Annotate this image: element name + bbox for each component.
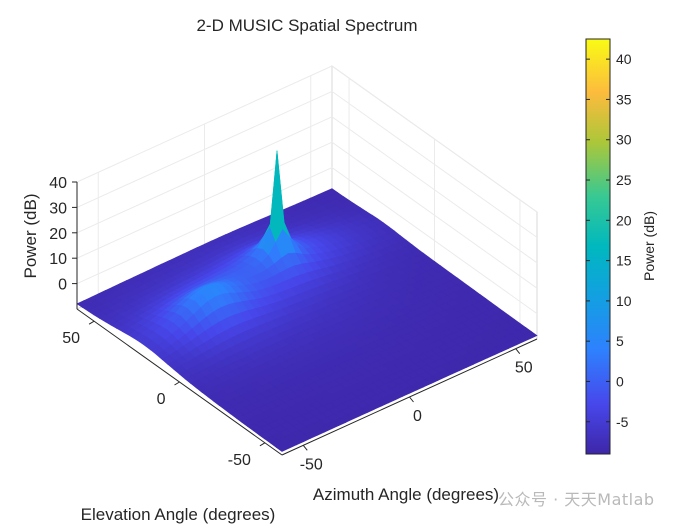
y-tick-mark	[174, 381, 180, 386]
tick-labels: -50 0 50 -50 0 50 0 10 20 30 40	[49, 175, 533, 473]
y-tick-label: -50	[228, 452, 251, 469]
grid-line	[76, 90, 538, 238]
z-tick-label: 40	[49, 175, 67, 192]
grid-lines	[76, 65, 538, 327]
colorbar-tick-label: 15	[616, 253, 632, 269]
grid-line	[76, 141, 538, 289]
grid-line	[76, 116, 538, 264]
colorbar-tick-label: 5	[616, 333, 624, 349]
colorbar-label: Power (dB)	[641, 211, 657, 281]
x-tick-mark	[515, 348, 521, 354]
x-tick-mark	[302, 445, 308, 451]
watermark-text: 公众号 · 天天Matlab	[498, 490, 655, 509]
colorbar-tick-label: 0	[616, 373, 624, 389]
colorbar-tick-label: 30	[616, 132, 632, 148]
colorbar	[585, 38, 611, 455]
y-tick-label: 50	[62, 330, 80, 347]
surface-plot	[76, 150, 538, 452]
colorbar-tick-label: 20	[616, 212, 632, 228]
y-axis-label: Elevation Angle (degrees)	[81, 505, 276, 524]
colorbar-tick-label: 25	[616, 172, 632, 188]
z-axis-label: Power (dB)	[21, 193, 40, 278]
x-tick-label: -50	[300, 456, 323, 473]
x-tick-mark	[409, 396, 414, 403]
surface-patch	[275, 443, 290, 452]
colorbar-tick-label: 35	[616, 91, 632, 107]
colorbar-tick-label: 10	[616, 293, 632, 309]
x-tick-label: 50	[515, 360, 533, 377]
z-tick-label: 20	[49, 226, 67, 243]
x-axis-label: Azimuth Angle (degrees)	[313, 485, 499, 504]
y-tick-mark	[259, 442, 266, 447]
y-tick-label: 0	[157, 391, 166, 408]
z-tick-label: 10	[49, 251, 67, 268]
chart-title: 2-D MUSIC Spatial Spectrum	[196, 16, 417, 35]
colorbar-ticks: -5 0 5 10 15 20 25 30 35 40	[586, 51, 632, 430]
colorbar-tick-label: 40	[616, 51, 632, 67]
z-tick-label: 30	[49, 200, 67, 217]
grid-line	[76, 167, 538, 315]
x-tick-label: 0	[413, 408, 422, 425]
grid-line	[76, 65, 538, 213]
z-tick-label: 0	[58, 277, 67, 294]
y-tick-mark	[88, 320, 95, 325]
colorbar-tick-label: -5	[616, 414, 629, 430]
